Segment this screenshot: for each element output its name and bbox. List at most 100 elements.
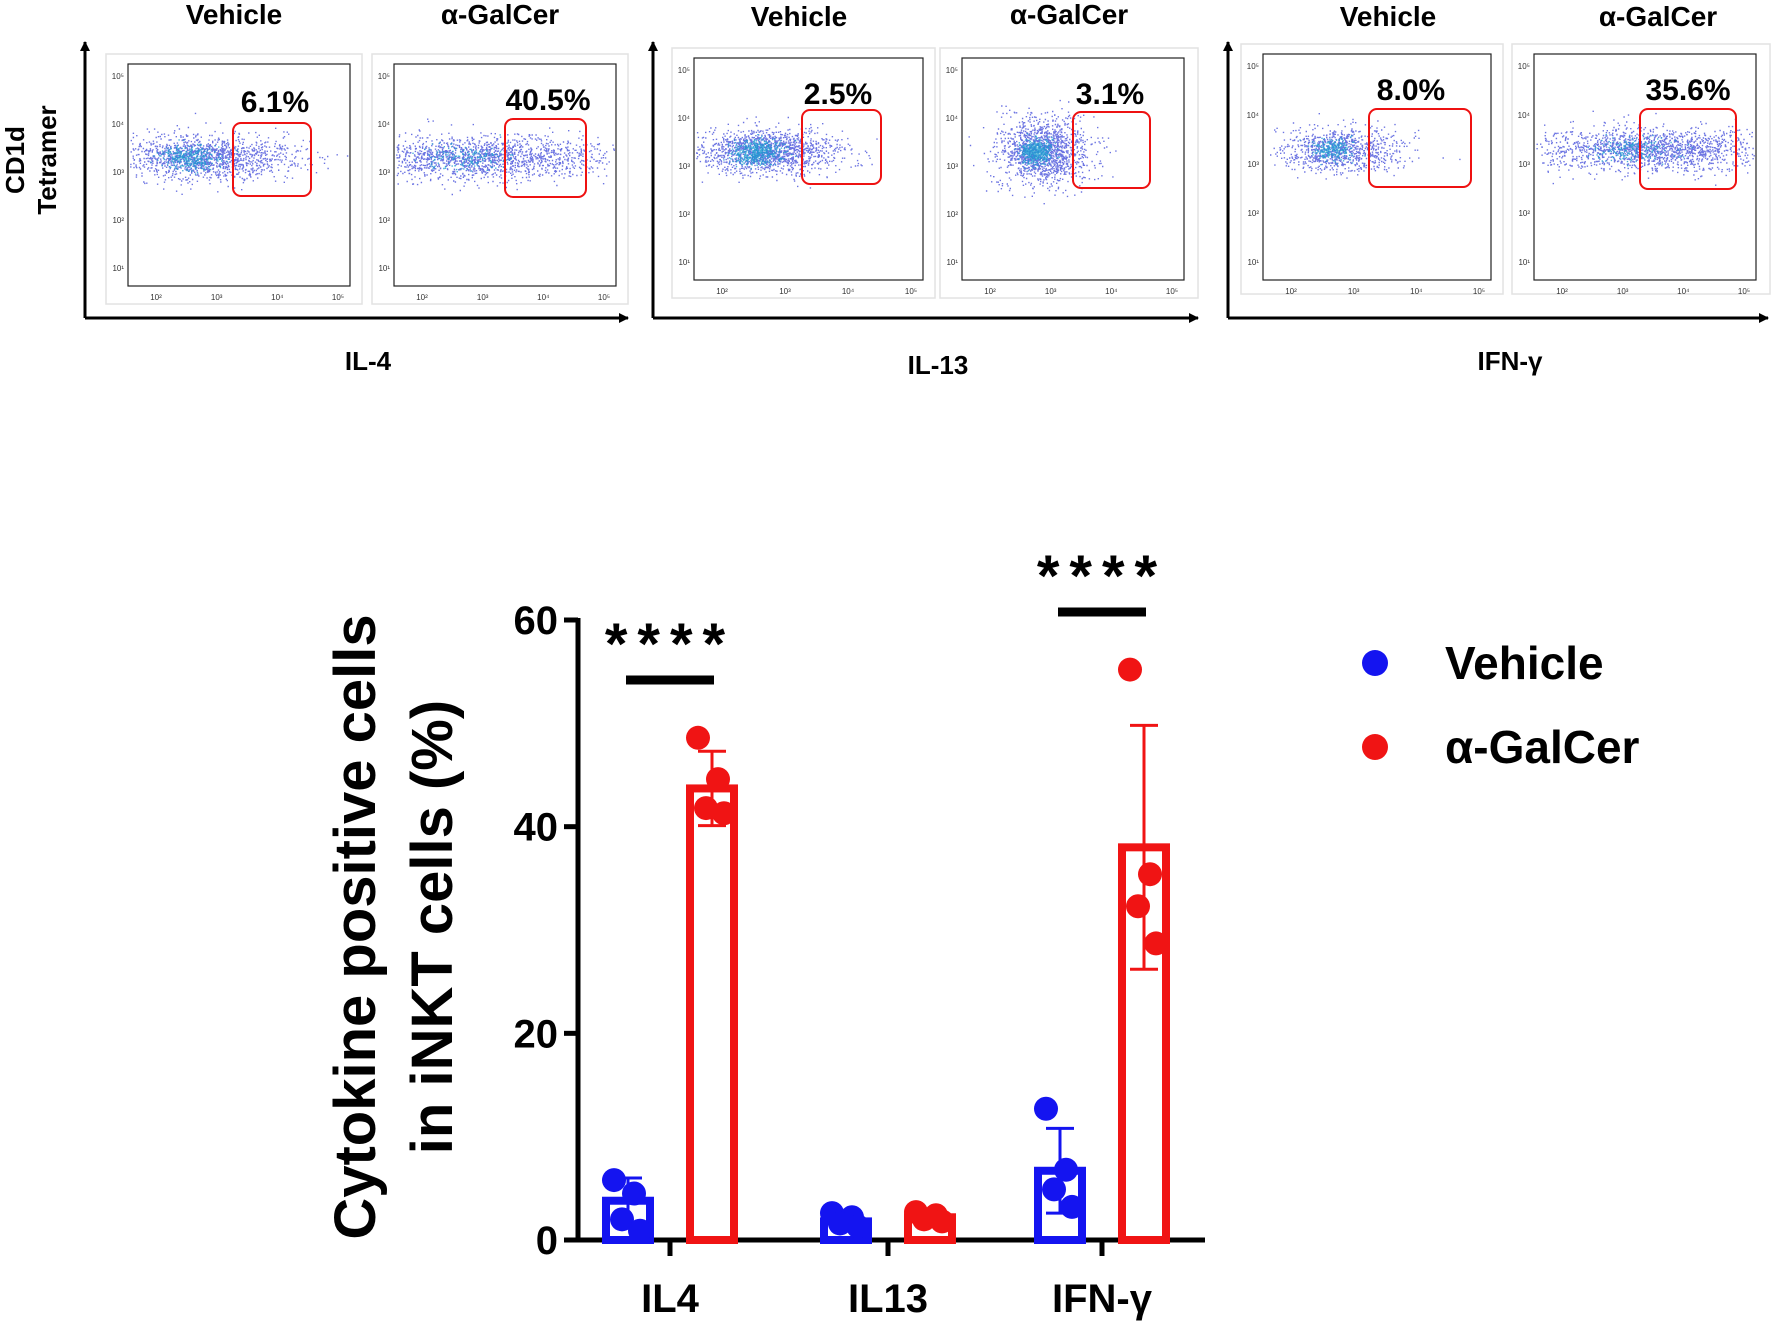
plot-y-tick-label: 10¹ (378, 264, 390, 273)
flow-plot: α-GalCer 40.5% 10¹ 10² 10³ 10⁴ 10⁵ 10² 10³ 10⁴ 1… (371, 0, 629, 305)
gate-percent: 40.5% (505, 84, 590, 117)
flow-y-axis-label-line1: CD1d (0, 126, 30, 194)
plot-y-tick-label: 10⁵ (1247, 62, 1259, 71)
y-tick-label: 20 (514, 1012, 559, 1056)
plot-y-tick-label: 10¹ (1518, 258, 1530, 267)
data-point (602, 1168, 626, 1193)
plot-y-tick-label: 10² (378, 216, 390, 225)
gate-box (801, 109, 882, 185)
data-point (912, 1207, 936, 1232)
plot-y-tick-label: 10³ (678, 162, 690, 171)
plot-y-tick-label: 10⁵ (678, 66, 690, 75)
plot-condition-label: Vehicle (751, 1, 848, 32)
plot-x-tick-label: 10³ (477, 293, 489, 302)
flow-x-label: IL-13 (908, 350, 969, 380)
event-dots-dense (723, 134, 797, 170)
plot-axes (393, 63, 617, 287)
plot-condition-label: α-GalCer (1599, 1, 1717, 32)
event-dots (130, 112, 349, 195)
plot-x-tick-label: 10⁵ (598, 293, 610, 302)
data-point (846, 1214, 870, 1239)
event-dots-dense (1014, 133, 1061, 172)
y-axis-label-line1: Cytokine positive cells (323, 614, 388, 1239)
flow-x-label: IFN-γ (1478, 346, 1544, 376)
plot-x-tick-label: 10² (150, 293, 162, 302)
plot-y-tick-label: 10² (112, 216, 124, 225)
plot-x-tick-label: 10³ (779, 287, 791, 296)
data-point (712, 801, 736, 826)
plot-y-tick-label: 10² (946, 210, 958, 219)
plot-y-tick-label: 10⁵ (378, 72, 390, 81)
data-point (1054, 1157, 1078, 1182)
gate-percent: 35.6% (1645, 74, 1730, 107)
plot-y-tick-label: 10⁴ (946, 114, 959, 123)
significance-label: **** (605, 612, 735, 677)
plot-x-tick-label: 10² (1285, 287, 1297, 296)
gate-percent: 3.1% (1076, 78, 1144, 111)
plot-y-tick-label: 10³ (112, 168, 124, 177)
plot-x-tick-label: 10⁵ (1738, 287, 1750, 296)
plot-x-tick-label: 10³ (211, 293, 223, 302)
flow-plot: α-GalCer 3.1% 10¹ 10² 10³ 10⁴ 10⁵ 10² 10³ 10⁴ 10… (939, 0, 1199, 299)
plot-y-tick-label: 10⁵ (1518, 62, 1530, 71)
gate-percent: 2.5% (804, 78, 872, 111)
plot-axes (693, 57, 924, 281)
flow-x-label: IL-4 (345, 346, 392, 376)
plot-y-tick-label: 10² (1518, 209, 1530, 218)
plot-y-tick-label: 10⁵ (112, 72, 124, 81)
event-dots-dense (412, 134, 514, 173)
plot-y-tick-label: 10³ (1518, 160, 1530, 169)
plot-x-tick-label: 10⁵ (905, 287, 917, 296)
data-point (628, 1218, 652, 1243)
data-point (1034, 1096, 1058, 1121)
plot-x-tick-label: 10⁴ (1410, 287, 1423, 296)
data-point (1118, 657, 1142, 682)
plot-y-tick-label: 10⁴ (1247, 111, 1260, 120)
gate-percent: 6.1% (241, 86, 309, 119)
plot-x-tick-label: 10⁵ (1166, 287, 1178, 296)
plot-y-tick-label: 10³ (946, 162, 958, 171)
flow-plot: Vehicle 2.5% 10¹ 10² 10³ 10⁴ 10⁵ 10² 10³ 10⁴ 10⁵ (671, 1, 936, 299)
scatter-events (1270, 113, 1461, 180)
plot-frame (939, 47, 1199, 299)
legend-marker (1362, 650, 1388, 676)
plot-frame (671, 47, 936, 299)
y-axis-label-line2: in iNKT cells (%) (400, 700, 465, 1154)
gate-box (504, 118, 587, 198)
data-point (1126, 894, 1150, 919)
plot-y-tick-label: 10⁴ (678, 114, 691, 123)
flow-group-il4: IL-4 Vehicle 6.1% 10¹ 10² 10³ 10⁴ 10⁵ 10² 10³ 1… (80, 0, 629, 376)
data-point (1042, 1177, 1066, 1202)
plot-y-tick-label: 10⁴ (1518, 111, 1531, 120)
chart-marks: **** **** (602, 544, 1170, 1245)
flow-group-il13: IL-13 Vehicle 2.5% 10¹ 10² 10³ 10⁴ 10⁵ 10² 10³… (648, 0, 1199, 380)
flow-plot: Vehicle 6.1% 10¹ 10² 10³ 10⁴ 10⁵ 10² 10³ 10⁴ 10⁵ (105, 0, 363, 305)
gate-box (232, 122, 312, 197)
plot-y-tick-label: 10¹ (678, 258, 690, 267)
plot-x-tick-label: 10⁴ (1105, 287, 1118, 296)
plot-condition-label: α-GalCer (1010, 0, 1128, 30)
plot-axes (1262, 53, 1492, 281)
data-point (686, 725, 710, 750)
plot-x-tick-label: 10⁴ (271, 293, 284, 302)
data-point (1144, 931, 1168, 956)
data-point (622, 1181, 646, 1206)
x-tick-label: IL4 (641, 1277, 700, 1321)
legend-label: α-GalCer (1445, 721, 1640, 773)
data-point (694, 796, 718, 821)
plot-x-tick-label: 10² (1556, 287, 1568, 296)
scatter-events (130, 112, 349, 195)
data-point (1060, 1194, 1084, 1219)
gate-box (1368, 108, 1472, 188)
data-point (610, 1207, 634, 1232)
bar (686, 784, 738, 1245)
legend-label: Vehicle (1445, 637, 1604, 689)
plot-y-tick-label: 10¹ (946, 258, 958, 267)
plot-y-tick-label: 10⁴ (112, 120, 125, 129)
plot-x-tick-label: 10⁵ (1473, 287, 1485, 296)
significance-label: **** (1037, 544, 1167, 609)
plot-x-tick-label: 10² (716, 287, 728, 296)
x-tick-label: IL13 (848, 1277, 928, 1321)
gate-box (1072, 111, 1151, 189)
